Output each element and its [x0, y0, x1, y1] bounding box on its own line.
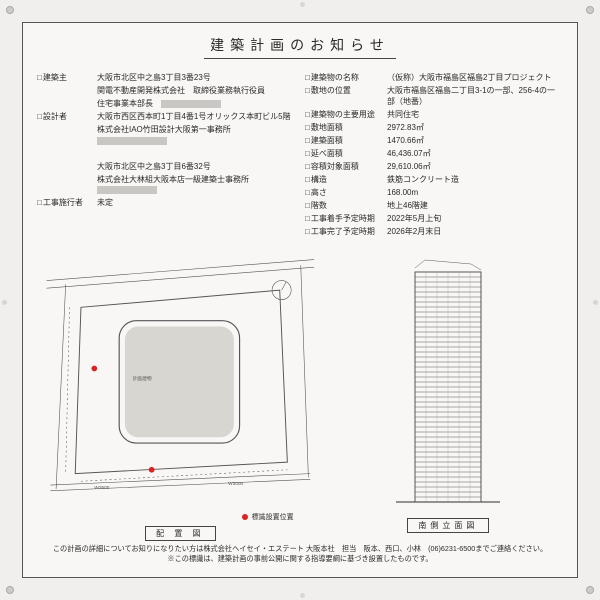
field-label: 敷地面積 [305, 123, 387, 134]
field-value: 168.00m [387, 188, 563, 199]
info-row: 工事施行者未定 [37, 198, 295, 209]
field-value: 2022年5月上旬 [387, 214, 563, 225]
field-label: 階数 [305, 201, 387, 212]
site-plan-figure: 計画建物 W3500 W3000 標識設置位置 配 置 図 [37, 246, 324, 540]
info-row: 建築面積1470.66㎡ [305, 136, 563, 147]
marker-legend-icon [242, 514, 248, 520]
info-row [37, 149, 295, 160]
field-label: 工事施行者 [37, 198, 97, 209]
info-row: 建築物の主要用途共同住宅 [305, 110, 563, 121]
field-value: 46,436.07㎡ [387, 149, 563, 160]
field-label: 建築主 [37, 73, 97, 84]
field-value: 大阪市西区西本町1丁目4番1号オリックス本町ビル5階 [97, 112, 295, 123]
field-value: 地上46階建 [387, 201, 563, 212]
field-value: 未定 [97, 198, 295, 209]
field-label: 高さ [305, 188, 387, 199]
field-value [97, 149, 295, 160]
field-value: 鉄筋コンクリート造 [387, 175, 563, 186]
page-title: 建築計画のお知らせ [142, 33, 458, 65]
info-row: 工事完了予定時期2026年2月末日 [305, 227, 563, 238]
field-value: 2972.83㎡ [387, 123, 563, 134]
info-row: 建築物の名称（仮称）大阪市福島区福島2丁目プロジェクト [305, 73, 563, 84]
elevation-figure: 南側立面図 [334, 246, 563, 540]
field-label: 建築面積 [305, 136, 387, 147]
field-value: 共同住宅 [387, 110, 563, 121]
marker-legend-label: 標識設置位置 [252, 514, 294, 521]
field-label: 工事完了予定時期 [305, 227, 387, 238]
field-value: 2026年2月末日 [387, 227, 563, 238]
info-row: 容積対象面積29,610.06㎡ [305, 162, 563, 173]
field-value: （仮称）大阪市福島区福島2丁目プロジェクト [387, 73, 563, 84]
field-label: 敷地の位置 [305, 86, 387, 108]
field-value: 住宅事業本部長 [97, 99, 295, 110]
field-label: 工事着手予定時期 [305, 214, 387, 225]
field-label: 建築物の名称 [305, 73, 387, 84]
info-row: 住宅事業本部長 [37, 99, 295, 110]
info-row: 株式会社IAO竹田設計大阪第一事務所 [37, 125, 295, 147]
plan-caption: 配 置 図 [145, 526, 215, 541]
field-label: 設計者 [37, 112, 97, 123]
info-row: 敷地面積2972.83㎡ [305, 123, 563, 134]
info-row: 高さ168.00m [305, 188, 563, 199]
info-row: 株式会社大林組大阪本店一級建築士事務所 [37, 175, 295, 197]
info-row: 敷地の位置大阪市福島区福島二丁目3-1の一部、256-4の一部（地番） [305, 86, 563, 108]
right-column: 建築物の名称（仮称）大阪市福島区福島2丁目プロジェクト敷地の位置大阪市福島区福島… [305, 73, 563, 240]
field-label: 延べ面積 [305, 149, 387, 160]
info-row: 大阪市北区中之島3丁目6番32号 [37, 162, 295, 173]
field-value: 株式会社IAO竹田設計大阪第一事務所 [97, 125, 295, 147]
svg-text:W3500: W3500 [94, 485, 109, 491]
field-value: 株式会社大林組大阪本店一級建築士事務所 [97, 175, 295, 197]
footer-line-2: ※この標識は、建築計画の事前公開に関する指導要綱に基づき設置したものです。 [37, 554, 563, 565]
info-row: 工事着手予定時期2022年5月上旬 [305, 214, 563, 225]
field-value: 1470.66㎡ [387, 136, 563, 147]
field-label: 容積対象面積 [305, 162, 387, 173]
footer: この計画の詳細についてお知りになりたい方は株式会社ヘイセイ・エステート 大阪本社… [37, 544, 563, 566]
field-value: 29,610.06㎡ [387, 162, 563, 173]
info-columns: 建築主大阪市北区中之島3丁目3番23号関電不動産開発株式会社 取締役業務執行役員… [37, 73, 563, 240]
field-label: 建築物の主要用途 [305, 110, 387, 121]
info-row: 延べ面積46,436.07㎡ [305, 149, 563, 160]
info-row: 階数地上46階建 [305, 201, 563, 212]
svg-text:W3000: W3000 [228, 481, 243, 487]
field-value: 大阪市福島区福島二丁目3-1の一部、256-4の一部（地番） [387, 86, 563, 108]
info-row: 設計者大阪市西区西本町1丁目4番1号オリックス本町ビル5階 [37, 112, 295, 123]
info-row: 構造鉄筋コンクリート造 [305, 175, 563, 186]
field-value: 大阪市北区中之島3丁目3番23号 [97, 73, 295, 84]
field-label: 構造 [305, 175, 387, 186]
elevation-caption: 南側立面図 [407, 518, 489, 533]
info-row: 関電不動産開発株式会社 取締役業務執行役員 [37, 86, 295, 97]
left-column: 建築主大阪市北区中之島3丁目3番23号関電不動産開発株式会社 取締役業務執行役員… [37, 73, 295, 240]
info-row: 建築主大阪市北区中之島3丁目3番23号 [37, 73, 295, 84]
field-value: 関電不動産開発株式会社 取締役業務執行役員 [97, 86, 295, 97]
footer-line-1: この計画の詳細についてお知りになりたい方は株式会社ヘイセイ・エステート 大阪本社… [37, 544, 563, 555]
field-value: 大阪市北区中之島3丁目6番32号 [97, 162, 295, 173]
